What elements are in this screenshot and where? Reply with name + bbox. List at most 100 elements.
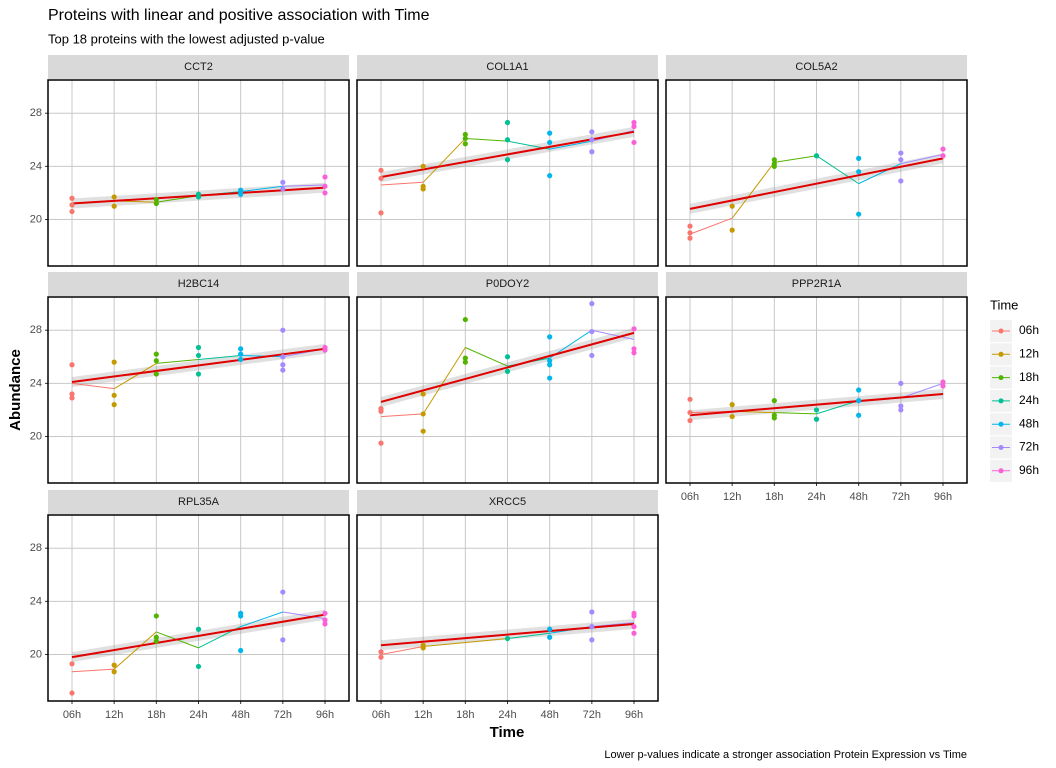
point [378,440,384,446]
point [111,203,117,209]
panel-border [47,296,350,484]
point [195,371,202,377]
point [631,326,637,332]
panel-border [356,296,659,484]
point [280,362,286,368]
point [771,415,777,421]
point [940,146,946,152]
point [420,428,426,434]
point [589,624,595,630]
point [940,383,946,389]
fit-line [689,157,944,210]
legend-label: 48h [1019,416,1039,430]
point [153,371,159,377]
point [195,626,202,632]
panel-border [356,514,659,702]
point [856,169,862,175]
point [462,131,468,138]
legend-label: 24h [1019,393,1039,407]
point [856,412,862,418]
strip [48,55,349,79]
point [462,355,468,361]
x-tick-label: 24h [498,709,516,721]
legend-key-dot [998,351,1004,357]
mean-line [549,140,592,150]
strip [357,490,658,514]
point [153,638,159,644]
strip [357,272,658,296]
point [195,194,202,200]
point [378,175,384,181]
point [111,359,117,365]
point [771,398,777,404]
point [322,621,328,627]
legend-key-dot [998,398,1004,404]
point [898,178,904,184]
point [504,119,511,126]
panel-border [665,79,968,267]
point [153,196,159,203]
fit-line [380,331,635,403]
point [547,634,553,640]
point [195,663,202,670]
x-tick-label: 72h [274,709,292,721]
mean-line [113,631,157,670]
point [280,354,286,360]
y-tick-label: 20 [30,648,42,660]
legend-key-dot [998,468,1004,474]
mean-line [422,347,466,415]
strip-label: COL1A1 [486,61,528,73]
point [111,194,117,200]
point [153,634,159,640]
point [547,626,553,632]
point [420,411,426,417]
point [69,690,75,696]
x-tick-label: 96h [316,709,334,721]
point [729,203,735,209]
point [238,346,244,352]
x-tick-label: 06h [63,709,81,721]
panel-border [47,79,350,267]
point [589,352,595,359]
point [111,402,117,408]
mean-line [465,137,508,142]
point [547,362,553,368]
y-axis-label: Abundance [7,349,24,431]
strip [48,272,349,296]
point [940,153,946,159]
point [631,119,637,126]
point [631,139,637,146]
mean-line [816,400,859,415]
strip-label: PPP2R1A [792,278,842,290]
point [771,157,777,163]
point [898,157,904,163]
point [280,637,286,643]
point [280,179,286,185]
y-tick-label: 28 [30,542,42,554]
strip-label: COL5A2 [795,61,837,73]
point [631,346,637,352]
point [462,316,468,323]
point [589,301,595,307]
point [462,359,468,365]
point [687,223,693,229]
point [280,186,286,192]
y-tick-label: 24 [30,160,42,172]
point [153,200,159,207]
point [504,635,511,642]
mean-line [689,217,733,235]
point [856,155,862,161]
strip [666,272,967,296]
point [420,163,426,169]
point [813,416,820,422]
point [238,190,244,196]
point [238,647,244,654]
point [153,351,159,357]
point [504,354,511,360]
mean-line [380,181,424,186]
point [378,654,384,660]
fit-line [689,392,944,417]
point [378,408,384,414]
mean-line [198,354,241,360]
